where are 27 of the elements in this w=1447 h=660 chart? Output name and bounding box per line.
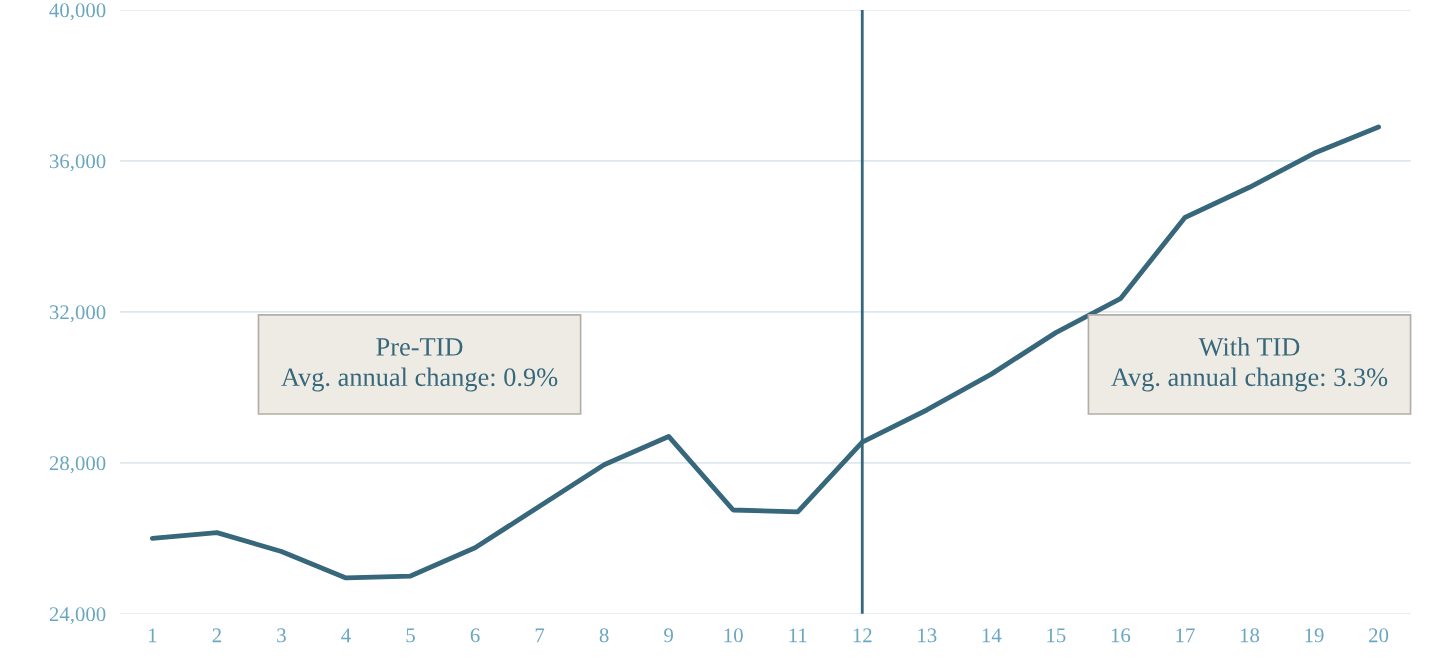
x-tick-label: 3 <box>277 628 286 643</box>
x-tick-label: 17 <box>1176 628 1195 643</box>
x-tick-label: 4 <box>341 628 351 643</box>
y-tick-label: 24,000 <box>49 607 106 625</box>
x-tick-label: 5 <box>406 628 415 643</box>
x-tick-label: 9 <box>664 628 674 643</box>
x-tick-label: 19 <box>1305 628 1324 643</box>
annotation: Pre-TID Avg. annual change: 0.9% <box>281 338 558 392</box>
y-tick-label: 32,000 <box>49 305 106 323</box>
x-tick-label: 13 <box>918 628 937 643</box>
x-tick-label: 12 <box>853 628 872 643</box>
x-tick-label: 8 <box>599 628 609 643</box>
x-tick-label: 15 <box>1047 628 1066 643</box>
y-tick-label: 28,000 <box>49 456 106 474</box>
x-tick-label: 18 <box>1240 628 1260 643</box>
y-tick-label: 40,000 <box>49 3 106 21</box>
x-tick-label: 6 <box>470 628 480 643</box>
y-tick-label: 36,000 <box>49 154 106 172</box>
x-tick-label: 2 <box>212 628 221 643</box>
x-tick-label: 10 <box>724 628 743 643</box>
x-tick-label: 20 <box>1369 628 1389 643</box>
annotation: With TID Avg. annual change: 3.3% <box>1111 337 1388 392</box>
x-tick-label: 11 <box>789 628 807 643</box>
x-tick-label: 16 <box>1111 628 1131 643</box>
x-tick-label: 7 <box>535 628 545 643</box>
x-tick-label: 1 <box>148 628 157 643</box>
x-tick-label: 14 <box>982 628 1002 643</box>
